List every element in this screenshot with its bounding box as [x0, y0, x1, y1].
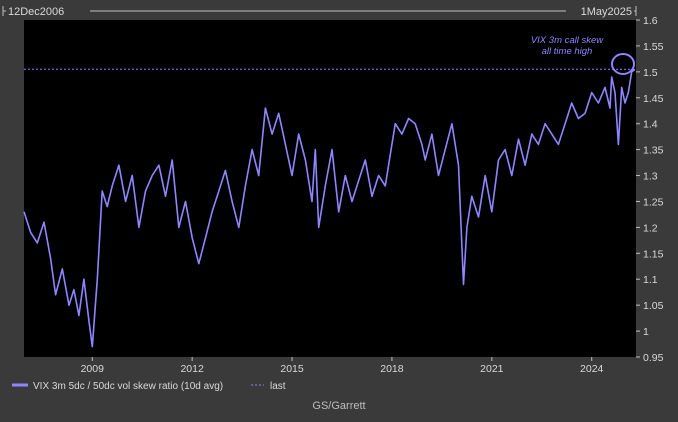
y-tick-label: 1.1 [643, 274, 658, 286]
x-tick-label: 2024 [580, 363, 604, 375]
plot-area [24, 20, 636, 357]
x-tick-label: 2018 [380, 363, 404, 375]
end-date-label: 1May2025 [581, 6, 632, 18]
x-tick-label: 2009 [81, 363, 105, 375]
y-tick-label: 1.4 [643, 119, 658, 131]
y-tick-label: 1.25 [643, 196, 664, 208]
annotation-line-1: VIX 3m call skew [531, 35, 604, 46]
y-tick-label: 1.6 [643, 15, 658, 27]
all-time-high-circle [611, 53, 635, 75]
x-axis: 2009 2012 2015 2018 2021 2024 [81, 357, 604, 375]
y-tick-label: 1 [643, 326, 649, 338]
y-axis: 0.95 1 1.05 1.1 1.15 1.2 1.25 1.3 1.35 1.4 1.45 1.5… [636, 15, 664, 364]
x-tick-label: 2012 [180, 363, 204, 375]
y-tick-label: 1.3 [643, 171, 658, 183]
y-tick-label: 1.15 [643, 248, 664, 260]
start-date-label: 12Dec2006 [8, 6, 64, 18]
y-tick-label: 1.05 [643, 300, 664, 312]
y-tick-label: 0.95 [643, 352, 664, 364]
source-label: GS/Garrett [312, 400, 366, 412]
y-tick-label: 1.45 [643, 93, 664, 105]
y-tick-label: 1.55 [643, 41, 664, 53]
legend-series-label: VIX 3m 5dc / 50dc vol skew ratio (10d av… [33, 381, 223, 392]
x-tick-label: 2021 [480, 363, 504, 375]
y-tick-label: 1.35 [643, 145, 664, 157]
x-tick-label: 2015 [280, 363, 304, 375]
legend: VIX 3m 5dc / 50dc vol skew ratio (10d av… [12, 381, 286, 392]
y-tick-label: 1.2 [643, 222, 658, 234]
annotation-line-2: all time high [542, 46, 593, 57]
skew-ratio-line [23, 68, 636, 348]
legend-last-label: last [270, 381, 286, 392]
y-tick-label: 1.5 [643, 67, 658, 79]
date-range-bar: 12Dec2006 1May2025 [2, 4, 637, 18]
